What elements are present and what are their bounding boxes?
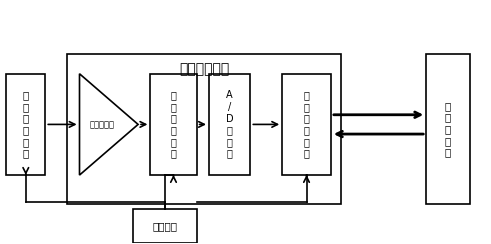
Text: 信号采集单元: 信号采集单元 [179,62,229,76]
FancyBboxPatch shape [282,74,331,175]
FancyBboxPatch shape [6,74,45,175]
FancyBboxPatch shape [150,74,197,175]
Text: A
/
D
转
换
器: A / D 转 换 器 [226,91,233,158]
Text: 应
力
传
感
单
元: 应 力 传 感 单 元 [23,91,29,158]
Polygon shape [80,74,138,175]
FancyBboxPatch shape [67,54,341,204]
FancyBboxPatch shape [209,74,250,175]
Text: 信号放大器: 信号放大器 [89,120,114,129]
FancyBboxPatch shape [133,209,197,243]
Text: 数
据
处
理
单
元: 数 据 处 理 单 元 [303,91,309,158]
Text: 供电单元: 供电单元 [152,221,177,231]
Text: 采
样
控
制
单
元: 采 样 控 制 单 元 [170,91,176,158]
Text: 上
位
计
算
机: 上 位 计 算 机 [445,101,451,157]
FancyBboxPatch shape [426,54,470,204]
